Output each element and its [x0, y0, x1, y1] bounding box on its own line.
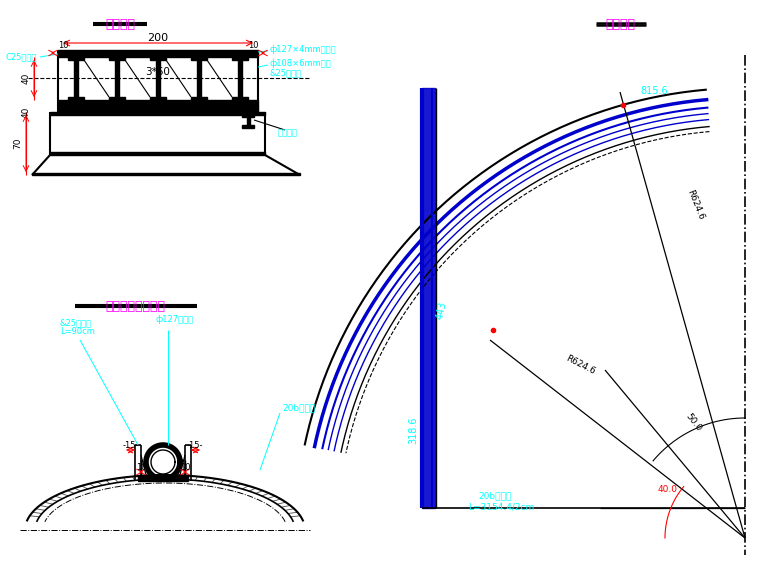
Polygon shape: [422, 88, 435, 508]
Text: 815.6: 815.6: [640, 86, 667, 96]
Polygon shape: [150, 57, 166, 60]
Text: 20b工字钢: 20b工字钢: [282, 404, 315, 413]
Text: &25固定筋: &25固定筋: [60, 319, 92, 328]
Polygon shape: [242, 125, 254, 128]
Text: 10: 10: [136, 463, 146, 473]
Polygon shape: [58, 50, 258, 57]
Text: ф108×6mm钢管: ф108×6mm钢管: [270, 59, 332, 67]
Text: 200: 200: [147, 33, 169, 43]
Polygon shape: [115, 60, 119, 97]
Text: &25固定筋: &25固定筋: [270, 68, 302, 78]
Polygon shape: [191, 57, 207, 60]
Polygon shape: [197, 60, 201, 97]
Text: 40: 40: [21, 107, 30, 117]
Polygon shape: [68, 97, 84, 100]
Text: 10: 10: [58, 42, 68, 51]
Text: 孔口管安装示意图: 孔口管安装示意图: [105, 300, 165, 313]
Text: 10: 10: [180, 463, 190, 473]
Text: L=3154.4/2cm: L=3154.4/2cm: [468, 503, 534, 511]
Polygon shape: [246, 117, 249, 125]
Polygon shape: [32, 173, 300, 175]
Text: C25混凝土: C25混凝土: [5, 52, 36, 62]
Polygon shape: [138, 475, 188, 481]
Text: R624.6: R624.6: [685, 189, 705, 222]
Polygon shape: [58, 100, 258, 112]
Text: R624.6: R624.6: [564, 354, 597, 376]
Polygon shape: [150, 97, 166, 100]
Polygon shape: [232, 97, 248, 100]
Text: 套拱剖面: 套拱剖面: [105, 18, 135, 31]
Polygon shape: [50, 112, 265, 115]
Text: -15-: -15-: [123, 442, 139, 450]
Polygon shape: [156, 60, 160, 97]
Text: 10: 10: [248, 42, 258, 51]
Text: 复合衬砌: 复合衬砌: [278, 128, 298, 137]
Text: 40: 40: [21, 73, 30, 84]
Text: ф127孔口管: ф127孔口管: [155, 316, 193, 324]
Polygon shape: [74, 60, 78, 97]
Text: 50.0: 50.0: [683, 412, 703, 433]
Polygon shape: [68, 57, 84, 60]
Text: 钢束大样: 钢束大样: [605, 18, 635, 31]
Text: 40.0: 40.0: [658, 486, 678, 495]
Text: L=90cm: L=90cm: [60, 328, 95, 336]
Text: 318.6: 318.6: [408, 416, 418, 444]
Text: 70: 70: [14, 138, 23, 149]
Polygon shape: [238, 60, 242, 97]
Text: -15-: -15-: [187, 442, 203, 450]
Polygon shape: [232, 57, 248, 60]
Polygon shape: [242, 114, 254, 117]
Text: 3*60: 3*60: [146, 67, 170, 77]
Text: ф127×4mm孔口管: ф127×4mm孔口管: [270, 46, 337, 55]
Text: 20b工字钢: 20b工字钢: [478, 491, 511, 500]
Polygon shape: [109, 57, 125, 60]
Text: 443: 443: [435, 300, 448, 320]
Polygon shape: [191, 97, 207, 100]
Polygon shape: [109, 97, 125, 100]
Polygon shape: [50, 152, 265, 155]
